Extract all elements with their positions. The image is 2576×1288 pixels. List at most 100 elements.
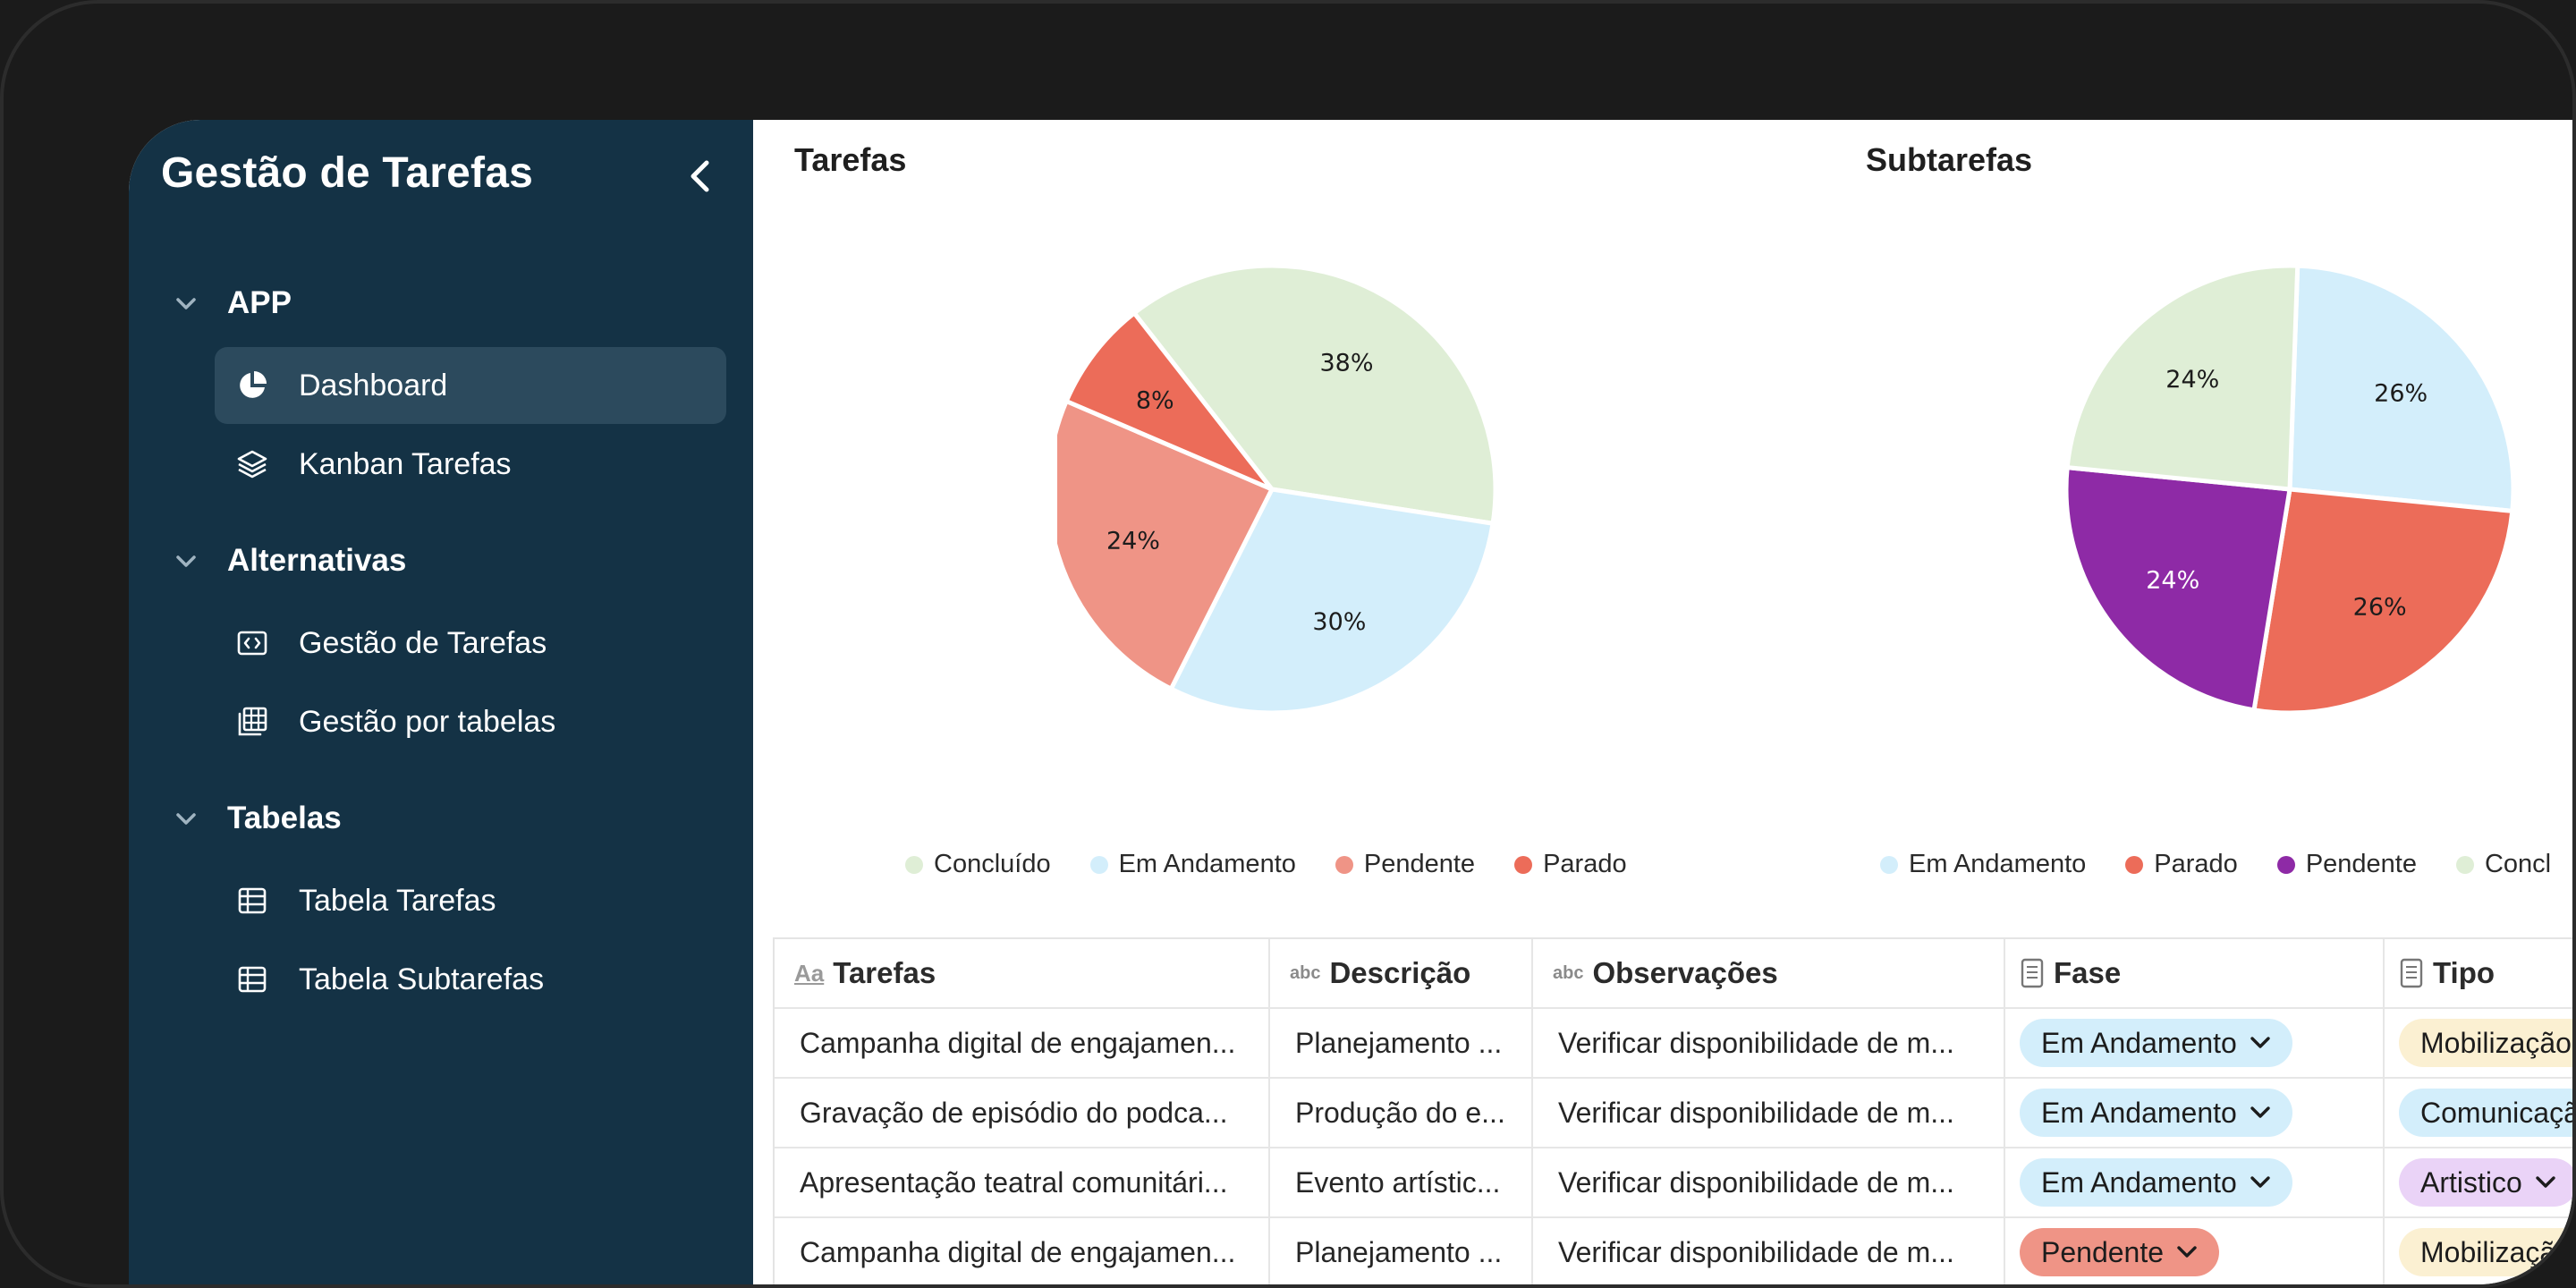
table-icon <box>234 962 270 997</box>
nav-item-kanban-tarefas[interactable]: Kanban Tarefas <box>215 426 726 503</box>
legend-swatch <box>2125 855 2144 874</box>
status-select[interactable]: Mobilização <box>2399 1019 2572 1067</box>
table-row[interactable]: Gravação de episódio do podca... Produção… <box>775 1079 2572 1148</box>
section-label: Tabelas <box>227 801 342 835</box>
cell-descricao[interactable]: Planejamento ... <box>1270 1218 1533 1284</box>
cell-tipo: Mobilização <box>2385 1218 2572 1284</box>
select-value: Em Andamento <box>2041 1026 2237 1059</box>
pie-slice-em-andamento[interactable] <box>2287 263 2516 513</box>
cell-observacoes[interactable]: Verificar disponibilidade de m... <box>1533 1079 2005 1147</box>
section-alternativas[interactable]: Alternativas <box>170 538 406 583</box>
section-app[interactable]: APP <box>170 281 292 326</box>
status-select[interactable]: Mobilização <box>2399 1228 2572 1276</box>
legend-label: Concluído <box>934 850 1051 878</box>
cell-observacoes[interactable]: Verificar disponibilidade de m... <box>1533 1148 2005 1216</box>
pie-slice-parado[interactable] <box>1063 310 1275 492</box>
cell-descricao[interactable]: Evento artístic... <box>1270 1148 1533 1216</box>
status-select[interactable]: Em Andamento <box>2020 1089 2292 1137</box>
cell-descricao[interactable]: Planejamento ... <box>1270 1009 1533 1077</box>
chevron-down-icon <box>2535 1175 2556 1190</box>
pie-slice-pendente[interactable] <box>1057 399 1275 691</box>
select-value: Comunicação <box>2420 1096 2572 1129</box>
legend-item-parado[interactable]: Parado <box>1514 850 1627 879</box>
cell-observacoes[interactable]: Verificar disponibilidade de m... <box>1533 1009 2005 1077</box>
nav-item-tabela-tarefas[interactable]: Tabela Tarefas <box>215 862 726 939</box>
abc-type-icon: abc <box>1290 962 1321 983</box>
column-header-observacoes[interactable]: abc Observações <box>1533 939 2005 1007</box>
column-header-tarefas[interactable]: Aa Tarefas <box>775 939 1270 1007</box>
chart-title-tarefas: Tarefas <box>794 141 907 178</box>
chevron-down-icon <box>2250 1175 2271 1190</box>
pie-data-label: 24% <box>2146 567 2199 595</box>
nav-item-dashboard[interactable]: Dashboard <box>215 347 726 424</box>
table-icon <box>234 883 270 919</box>
pie-data-label: 24% <box>1106 527 1160 555</box>
status-select[interactable]: Em Andamento <box>2020 1158 2292 1207</box>
pie-slice-concl[interactable] <box>2064 263 2301 492</box>
status-select[interactable]: Comunicação <box>2399 1089 2572 1137</box>
legend-swatch <box>2276 855 2295 874</box>
pie-slice-parado[interactable] <box>2251 487 2515 716</box>
chevron-down-icon <box>176 555 196 567</box>
cell-tipo: Mobilização <box>2385 1009 2572 1077</box>
dashboard-content: Tarefas Subtarefas 38% 30% 24% 8% 26% 26% 24%… <box>753 120 2572 1284</box>
section-tabelas[interactable]: Tabelas <box>170 796 342 841</box>
column-header-tipo[interactable]: Tipo <box>2385 939 2572 1007</box>
pie-chart-subtarefas: 26% 26% 24% 24% <box>2063 263 2516 716</box>
document-icon <box>2020 958 2045 988</box>
app-title: Gestão de Tarefas <box>161 149 534 197</box>
legend-swatch <box>1880 855 1898 874</box>
nav-item-gestao-de-tarefas[interactable]: Gestão de Tarefas <box>215 605 726 682</box>
legend-item-em-andamento[interactable]: Em Andamento <box>1089 850 1296 879</box>
legend-label: Pendente <box>1363 850 1476 878</box>
pie-slice-em-andamento[interactable] <box>1168 487 1496 716</box>
legend-label: Parado <box>1543 850 1627 878</box>
select-value: Mobilização <box>2420 1026 2572 1059</box>
legend-item-parado[interactable]: Parado <box>2125 850 2238 879</box>
legend-item-pendente[interactable]: Pendente <box>2276 850 2417 879</box>
abc-type-icon: abc <box>1553 962 1584 983</box>
legend-swatch <box>1089 855 1108 874</box>
legend-tarefas: Concluído Em Andamento Pendente Parado <box>905 850 1666 879</box>
status-select[interactable]: Em Andamento <box>2020 1019 2292 1067</box>
legend-item-pendente[interactable]: Pendente <box>1335 850 1475 879</box>
pie-data-label: 8% <box>1136 386 1174 414</box>
pie-data-label: 26% <box>2374 379 2428 407</box>
section-label: Alternativas <box>227 543 407 578</box>
cell-tarefa[interactable]: Apresentação teatral comunitári... <box>775 1148 1270 1216</box>
chevron-down-icon <box>176 813 196 825</box>
cell-tarefa[interactable]: Gravação de episódio do podca... <box>775 1079 1270 1147</box>
select-value: Em Andamento <box>2041 1096 2237 1129</box>
table-row[interactable]: Campanha digital de engajamen... Planejam… <box>775 1218 2572 1284</box>
layers-icon <box>234 446 270 482</box>
legend-item-concl[interactable]: Concl <box>2455 850 2551 879</box>
legend-item-em-andamento[interactable]: Em Andamento <box>1880 850 2086 879</box>
pie-slice-concluido[interactable] <box>1131 263 1498 526</box>
column-header-descricao[interactable]: abc Descrição <box>1270 939 1533 1007</box>
cell-observacoes[interactable]: Verificar disponibilidade de m... <box>1533 1218 2005 1284</box>
collapse-sidebar-button[interactable] <box>678 154 723 199</box>
pie-slice-pendente[interactable] <box>2063 465 2292 713</box>
table-header-row: Aa Tarefas abc Descrição abc Observações <box>775 939 2572 1009</box>
legend-label: Parado <box>2154 850 2238 878</box>
cell-tarefa[interactable]: Campanha digital de engajamen... <box>775 1218 1270 1284</box>
table-row[interactable]: Campanha digital de engajamen... Planejam… <box>775 1009 2572 1079</box>
cell-tarefa[interactable]: Campanha digital de engajamen... <box>775 1009 1270 1077</box>
chevron-down-icon <box>2250 1106 2271 1120</box>
chevron-down-icon <box>2250 1036 2271 1050</box>
legend-item-concluido[interactable]: Concluído <box>905 850 1051 879</box>
nav-item-gestao-por-tabelas[interactable]: Gestão por tabelas <box>215 683 726 760</box>
status-select[interactable]: Artistico <box>2399 1158 2572 1207</box>
section-label: APP <box>227 285 292 320</box>
column-header-fase[interactable]: Fase <box>2005 939 2385 1007</box>
cell-descricao[interactable]: Produção do e... <box>1270 1079 1533 1147</box>
status-select[interactable]: Pendente <box>2020 1228 2220 1276</box>
pie-data-label: 30% <box>1312 608 1366 636</box>
tasks-table: Aa Tarefas abc Descrição abc Observações <box>773 937 2572 1284</box>
cell-fase: Em Andamento <box>2005 1148 2385 1216</box>
nav-item-tabela-subtarefas[interactable]: Tabela Subtarefas <box>215 941 726 1018</box>
table-row[interactable]: Apresentação teatral comunitári... Evento… <box>775 1148 2572 1218</box>
cell-fase: Pendente <box>2005 1218 2385 1284</box>
sidebar: Gestão de Tarefas APP Dashboard Kanban T… <box>129 120 753 1284</box>
